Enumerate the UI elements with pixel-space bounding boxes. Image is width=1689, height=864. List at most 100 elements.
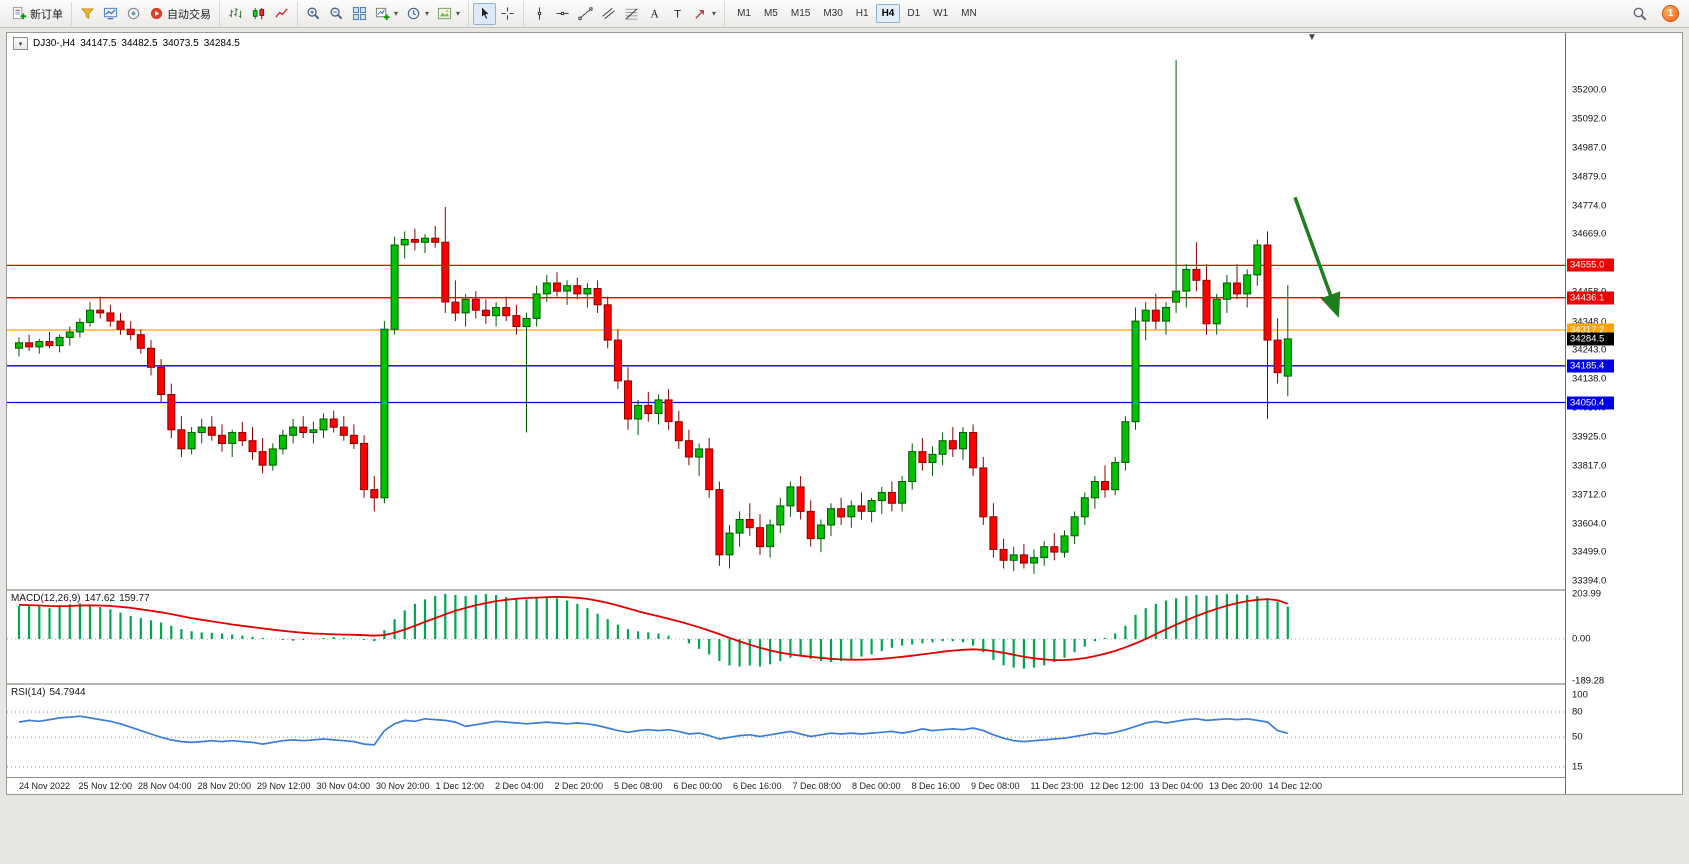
toolbar-group: 自动交易	[72, 1, 220, 26]
timeframe-h4-button[interactable]: H4	[875, 4, 901, 23]
timeframe-d1-button[interactable]: D1	[907, 8, 921, 19]
terminal-window: 新订单 自动交易 ▾ ▾ ▾ A T ▾ M1 M5 M15 M30 H1 H4 D1 W1 MN 1 ▾ DJ…	[0, 0, 1689, 795]
label-icon: T	[670, 6, 685, 21]
periods-button[interactable]: ▾	[402, 3, 433, 25]
macd-axis-label: -189.28	[1572, 675, 1605, 687]
panel-divider[interactable]	[7, 683, 1565, 685]
cursor-button[interactable]	[473, 2, 497, 25]
arrow-objects-button[interactable]: ▾	[689, 3, 720, 25]
rsi-panel[interactable]: RSI(14) 54.7944	[7, 685, 1565, 777]
time-label: 24 Nov 2022	[19, 781, 71, 791]
time-label: 11 Dec 23:00	[1030, 781, 1084, 791]
price-chart[interactable]: ▾ DJ30-,H4 34147.5 34482.5 34073.5 34284…	[7, 33, 1565, 589]
chart-symbol-period: DJ30-,H4	[33, 38, 76, 49]
zoom-out-button[interactable]	[325, 3, 348, 25]
time-label: 5 Dec 08:00	[614, 781, 663, 791]
text-label-button[interactable]: T	[666, 3, 689, 25]
price-tick-label: 33394.0	[1572, 575, 1607, 587]
timeframe-group: M1 M5 M15 M30 H1 H4 D1 W1 MN	[725, 4, 989, 23]
panel-divider[interactable]	[7, 589, 1565, 591]
time-label: 12 Dec 12:00	[1090, 781, 1144, 791]
macd-panel[interactable]: MACD(12,26,9) 147.62 159.77	[7, 591, 1565, 683]
trendline-button[interactable]	[574, 3, 597, 25]
text-icon: A	[647, 6, 662, 21]
svg-text:T: T	[674, 8, 681, 20]
timeframe-mn-button[interactable]: MN	[961, 8, 977, 19]
horizontal-line-button[interactable]	[551, 3, 574, 25]
tile-icon	[352, 6, 367, 21]
channel-icon	[601, 6, 616, 21]
templates-button[interactable]: ▾	[433, 3, 464, 25]
macd-axis-label: 0.00	[1572, 633, 1591, 645]
macd-signal-line	[18, 595, 1289, 661]
auto-trading-button-label: 自动交易	[167, 8, 211, 21]
new-order-button-label: 新订单	[30, 8, 63, 21]
level-price-tag-resistance[interactable]: 34555.0	[1567, 258, 1614, 272]
toolbar-group: ▾ ▾ ▾	[298, 1, 470, 26]
rsi-value: 54.7944	[49, 687, 86, 698]
macd-axis-label: 203.99	[1572, 588, 1602, 600]
fibo-icon	[624, 6, 639, 21]
toolbar-group: A T ▾	[524, 1, 726, 26]
timeframe-m1-button[interactable]: M1	[737, 8, 751, 19]
timeframe-m30-button[interactable]: M30	[823, 8, 843, 19]
macd-signal-value: 159.77	[119, 593, 150, 604]
search-icon	[1632, 6, 1648, 22]
bars-icon	[228, 6, 243, 21]
zoom-out-icon	[329, 6, 344, 21]
candles-icon	[251, 6, 266, 21]
trendline-icon	[578, 6, 593, 21]
price-tick-label: 34879.0	[1572, 171, 1607, 183]
time-label: 2 Dec 04:00	[495, 781, 544, 791]
timeframe-m5-button[interactable]: M5	[763, 8, 778, 19]
price-tick-label: 33925.0	[1572, 431, 1607, 443]
auto-trading-button[interactable]: 自动交易	[145, 3, 215, 25]
hline-icon	[555, 6, 570, 21]
crosshair-button[interactable]	[496, 3, 519, 25]
time-label: 13 Dec 04:00	[1149, 781, 1204, 791]
data-window-button[interactable]	[122, 3, 145, 25]
price-axis[interactable]: 35200.0 35092.0 34987.0 34879.0 34774.0 34669…	[1565, 33, 1682, 794]
crosshair-icon	[500, 6, 515, 21]
new-chart-icon	[375, 6, 390, 21]
notification-badge[interactable]: 1	[1662, 5, 1679, 22]
timeframe-m15-button[interactable]: M15	[790, 8, 811, 19]
candlestick-chart-button[interactable]	[247, 3, 270, 25]
time-label: 7 Dec 08:00	[792, 781, 842, 791]
timeframe-h1-button[interactable]: H1	[855, 8, 869, 19]
level-price-tag-resistance[interactable]: 34436.1	[1567, 291, 1614, 305]
zoom-in-button[interactable]	[302, 3, 325, 25]
time-label: 2 Dec 20:00	[554, 781, 604, 791]
time-axis[interactable]: 24 Nov 2022 25 Nov 12:00 28 Nov 04:00 28 No…	[7, 777, 1565, 794]
arrows-icon	[693, 6, 708, 21]
equidistant-channel-button[interactable]	[597, 3, 620, 25]
line-chart-button[interactable]	[270, 3, 293, 25]
timeframe-w1-button[interactable]: W1	[933, 8, 949, 19]
chart-menu-icon[interactable]: ▾	[13, 37, 28, 50]
chart-shift-marker[interactable]: ▼	[1307, 33, 1317, 43]
tile-windows-button[interactable]	[348, 3, 371, 25]
time-label: 13 Dec 20:00	[1209, 781, 1263, 791]
level-price-tag-support[interactable]: 34185.4	[1567, 359, 1614, 373]
signals-button[interactable]	[76, 3, 99, 25]
fibonacci-button[interactable]	[620, 3, 643, 25]
current-price-tag: 34284.5	[1567, 332, 1614, 346]
bar-chart-button[interactable]	[224, 3, 247, 25]
new-chart-button[interactable]: ▾	[371, 3, 402, 25]
time-label: 8 Dec 16:00	[911, 781, 961, 791]
trend-arrow	[1293, 196, 1341, 318]
new-order-button[interactable]: 新订单	[8, 3, 67, 25]
vline-icon	[532, 6, 547, 21]
market-watch-button[interactable]	[99, 3, 122, 25]
text-button[interactable]: A	[643, 3, 666, 25]
line-icon	[274, 6, 289, 21]
vertical-line-button[interactable]	[528, 3, 551, 25]
search-button[interactable]	[1628, 3, 1652, 25]
time-label: 9 Dec 08:00	[971, 781, 1020, 791]
chart-header: ▾ DJ30-,H4 34147.5 34482.5 34073.5 34284…	[10, 36, 243, 51]
auto-trading-icon	[149, 6, 164, 21]
new-order-icon	[12, 6, 27, 21]
cursor-icon	[477, 6, 492, 21]
level-price-tag-support[interactable]: 34050.4	[1567, 396, 1614, 409]
candlestick-plot	[7, 60, 1565, 574]
